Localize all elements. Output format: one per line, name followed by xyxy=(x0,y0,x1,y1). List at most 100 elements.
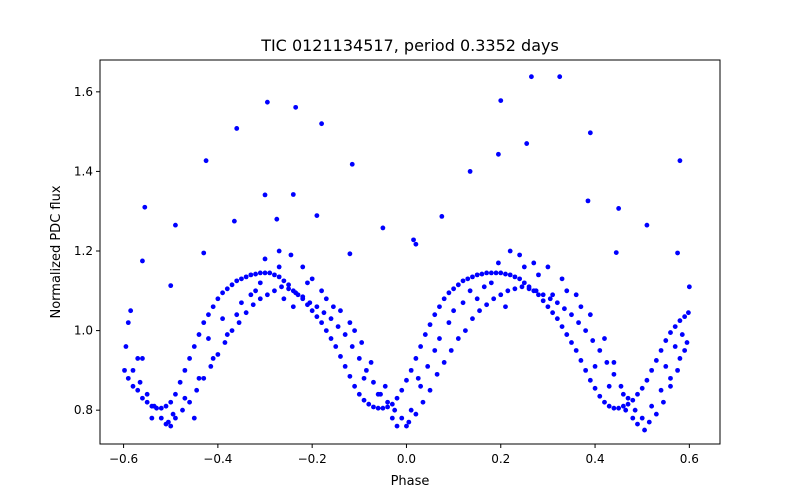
x-axis-label: Phase xyxy=(391,474,430,489)
data-point xyxy=(677,318,683,324)
data-point xyxy=(333,344,339,349)
data-point xyxy=(385,404,390,410)
data-point xyxy=(418,344,424,349)
data-point xyxy=(163,403,169,409)
data-point xyxy=(323,296,329,302)
data-point xyxy=(229,282,235,288)
data-point xyxy=(427,322,433,328)
data-point xyxy=(305,280,310,286)
data-point xyxy=(463,328,468,333)
data-point xyxy=(194,387,200,393)
data-point xyxy=(507,272,513,278)
data-point xyxy=(380,405,386,411)
data-point xyxy=(488,280,494,286)
data-point xyxy=(496,151,501,157)
data-point xyxy=(684,340,690,345)
data-point xyxy=(623,407,629,413)
x-tick-label: 0.6 xyxy=(680,452,699,466)
data-point xyxy=(507,248,513,254)
data-point xyxy=(168,283,174,289)
data-point xyxy=(672,324,678,330)
data-point xyxy=(394,423,400,429)
data-point xyxy=(616,206,622,211)
data-point xyxy=(314,304,320,310)
data-point xyxy=(173,391,178,397)
y-tick-label: 1.4 xyxy=(74,164,93,178)
data-point xyxy=(347,373,353,379)
data-point xyxy=(536,272,541,278)
data-point xyxy=(347,251,353,257)
data-point xyxy=(314,314,320,320)
data-point xyxy=(135,356,141,361)
data-point xyxy=(191,344,197,349)
data-point xyxy=(234,126,240,131)
data-point xyxy=(140,356,145,361)
data-point xyxy=(521,264,527,270)
data-point xyxy=(375,391,381,397)
data-point xyxy=(653,358,659,363)
data-point xyxy=(503,304,508,310)
data-point xyxy=(663,364,669,369)
data-point xyxy=(658,387,664,393)
x-tick-label: 0.4 xyxy=(586,452,605,466)
data-point xyxy=(203,158,209,164)
data-point xyxy=(293,290,299,296)
data-point xyxy=(173,415,178,421)
data-point xyxy=(288,252,294,258)
data-point xyxy=(451,286,457,292)
data-point xyxy=(625,395,631,401)
data-point xyxy=(562,306,567,312)
data-point xyxy=(517,252,523,258)
data-point xyxy=(220,290,225,296)
data-point xyxy=(130,367,136,373)
data-point xyxy=(418,383,424,389)
data-point xyxy=(455,282,461,288)
x-axis: −0.6 −0.4 −0.2 0.0 0.2 0.4 0.6 xyxy=(109,444,699,466)
data-point xyxy=(206,336,211,341)
data-point xyxy=(264,292,270,298)
data-point xyxy=(625,401,631,407)
data-point xyxy=(585,198,591,204)
data-point xyxy=(361,375,367,381)
data-point xyxy=(279,284,284,290)
data-point xyxy=(526,286,532,292)
data-point xyxy=(201,320,207,326)
data-point xyxy=(474,296,480,302)
data-point xyxy=(361,397,367,403)
data-point xyxy=(130,383,136,389)
data-point xyxy=(597,393,603,399)
data-point xyxy=(529,74,534,80)
data-point xyxy=(250,302,256,308)
data-point xyxy=(264,99,270,105)
data-point xyxy=(460,278,466,284)
data-point xyxy=(484,270,490,276)
data-point xyxy=(668,330,673,335)
data-point xyxy=(474,272,480,278)
x-tick-label: −0.6 xyxy=(109,452,138,466)
data-point xyxy=(321,310,327,316)
data-point xyxy=(257,280,263,286)
data-point xyxy=(620,391,626,397)
data-point xyxy=(293,104,299,110)
data-point xyxy=(215,296,221,302)
data-point xyxy=(498,270,504,276)
data-point xyxy=(309,308,315,314)
data-point xyxy=(611,405,617,411)
data-point xyxy=(187,356,192,361)
data-point xyxy=(467,288,473,294)
data-point xyxy=(503,271,508,277)
data-point xyxy=(460,300,466,306)
data-point xyxy=(630,415,636,421)
data-point xyxy=(441,296,447,302)
data-point xyxy=(479,271,485,277)
data-point xyxy=(415,375,421,381)
data-point xyxy=(573,348,579,353)
data-point xyxy=(613,250,619,256)
data-point xyxy=(290,304,296,310)
data-point xyxy=(215,352,221,357)
data-point xyxy=(540,292,546,298)
scatter-points xyxy=(122,74,692,433)
data-point xyxy=(583,328,589,333)
data-point xyxy=(536,292,541,298)
data-point xyxy=(592,364,598,369)
